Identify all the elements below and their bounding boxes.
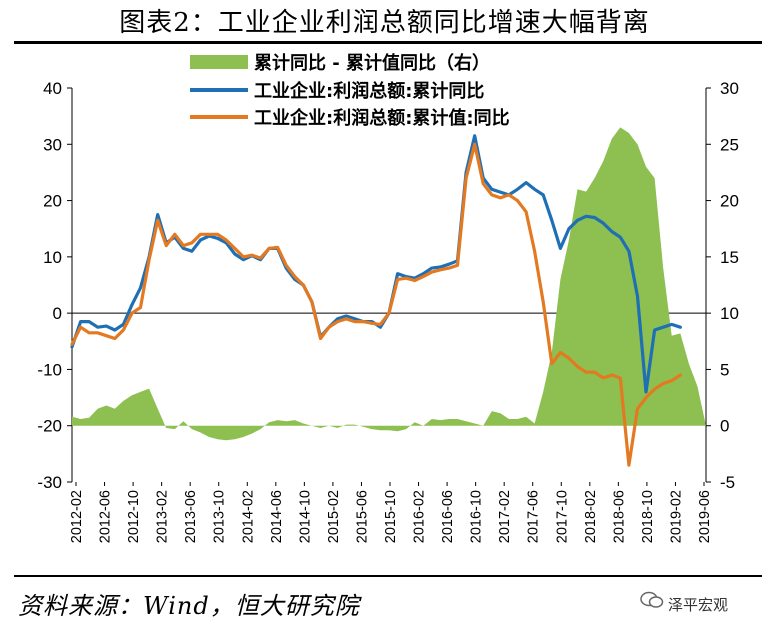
x-tick-label: 2012-10 [126, 490, 142, 543]
x-tick-label: 2017-06 [526, 490, 542, 543]
footer-rule [14, 575, 762, 577]
x-tick-label: 2014-06 [269, 490, 285, 543]
area-series-group [72, 127, 706, 441]
x-tick-label: 2017-10 [554, 490, 570, 543]
x-tick-label: 2018-06 [611, 490, 627, 543]
tick-labels-group: -30 -20 -10 0 10 20 30 40 -5 0 5 10 15 20 25 30 2012-02 2… [37, 79, 739, 543]
chart-title: 图表2：工业企业利润总额同比增速大幅背离 [119, 8, 650, 38]
left-tick-label: 10 [43, 248, 62, 267]
legend-label-area: 累计同比 - 累计值同比（右） [254, 52, 490, 74]
x-tick-label: 2019-02 [668, 490, 684, 543]
left-tick-label: -20 [37, 417, 62, 436]
x-tick-label: 2013-06 [183, 490, 199, 543]
x-tick-label: 2017-02 [497, 490, 513, 543]
x-tick-label: 2012-06 [98, 490, 114, 543]
left-tick-label: 40 [43, 79, 62, 98]
right-tick-label: 15 [720, 248, 739, 267]
left-tick-label: 20 [43, 192, 62, 211]
left-tick-label: -30 [37, 473, 62, 492]
x-tick-label: 2014-02 [240, 490, 256, 543]
source-note: 资料来源：Wind，恒大研究院 [18, 592, 360, 620]
legend-label-cum-val-yoy: 工业企业:利润总额:累计值:同比 [254, 107, 510, 129]
right-tick-label: -5 [720, 473, 735, 492]
x-tick-label: 2013-02 [155, 490, 171, 543]
wechat-icon [640, 591, 664, 608]
legend-label-cum-yoy: 工业企业:利润总额:累计同比 [254, 80, 484, 102]
brand-label: 泽平宏观 [668, 596, 729, 614]
x-tick-label: 2015-02 [326, 490, 342, 543]
line-series-cum-val-yoy [70, 142, 682, 467]
left-tick-label: 30 [43, 135, 62, 154]
title-rule [14, 41, 762, 44]
x-tick-label: 2014-10 [297, 490, 313, 543]
x-tick-label: 2019-06 [697, 490, 713, 543]
x-tick-label: 2018-02 [583, 490, 599, 543]
x-tick-label: 2015-06 [354, 490, 370, 543]
right-tick-label: 30 [720, 79, 739, 98]
legend: 累计同比 - 累计值同比（右） 工业企业:利润总额:累计同比 工业企业:利润总额… [190, 52, 510, 129]
left-tick-label: -10 [37, 360, 62, 379]
chart-svg: -30 -20 -10 0 10 20 30 40 -5 0 5 10 15 20 25 30 2012-02 2… [37, 52, 739, 543]
x-tick-label: 2016-02 [412, 490, 428, 543]
line-series-group [70, 134, 682, 467]
x-tick-label: 2015-10 [383, 490, 399, 543]
right-tick-label: 0 [720, 417, 729, 436]
legend-swatch-area [190, 55, 248, 69]
right-tick-label: 10 [720, 304, 739, 323]
right-tick-label: 5 [720, 360, 729, 379]
x-tick-label: 2016-06 [440, 490, 456, 543]
right-tick-label: 25 [720, 135, 739, 154]
right-tick-label: 20 [720, 192, 739, 211]
left-tick-label: 0 [53, 304, 62, 323]
area-series-path [72, 127, 706, 441]
x-tick-label: 2013-10 [212, 490, 228, 543]
x-tick-label: 2016-10 [469, 490, 485, 543]
x-tick-label: 2018-10 [640, 490, 656, 543]
x-tick-label: 2012-02 [69, 490, 85, 543]
